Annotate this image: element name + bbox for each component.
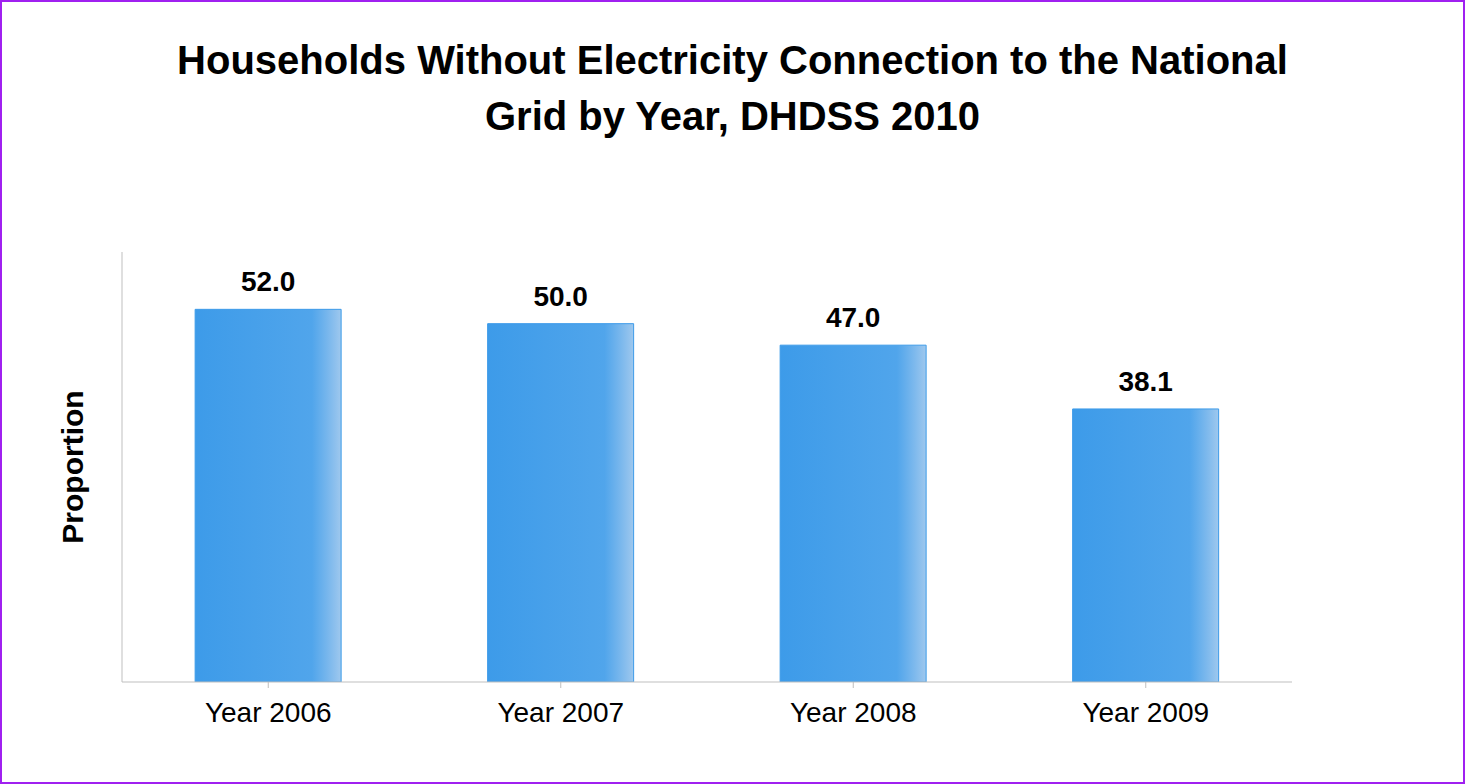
svg-text:Year 2007: Year 2007 bbox=[497, 697, 624, 728]
svg-text:50.0: 50.0 bbox=[533, 281, 588, 312]
svg-text:Year 2008: Year 2008 bbox=[790, 697, 917, 728]
svg-text:47.0: 47.0 bbox=[826, 302, 881, 333]
html-text:Households Without Electricity: Households Without Electricity Connectio… bbox=[177, 38, 1288, 138]
svg-text:52.0: 52.0 bbox=[241, 266, 296, 297]
svg-text:Proportion: Proportion bbox=[56, 390, 89, 543]
svg-text:38.1: 38.1 bbox=[1118, 366, 1173, 397]
svg-text:Year 2009: Year 2009 bbox=[1082, 697, 1209, 728]
svg-text:Year 2006: Year 2006 bbox=[205, 697, 332, 728]
